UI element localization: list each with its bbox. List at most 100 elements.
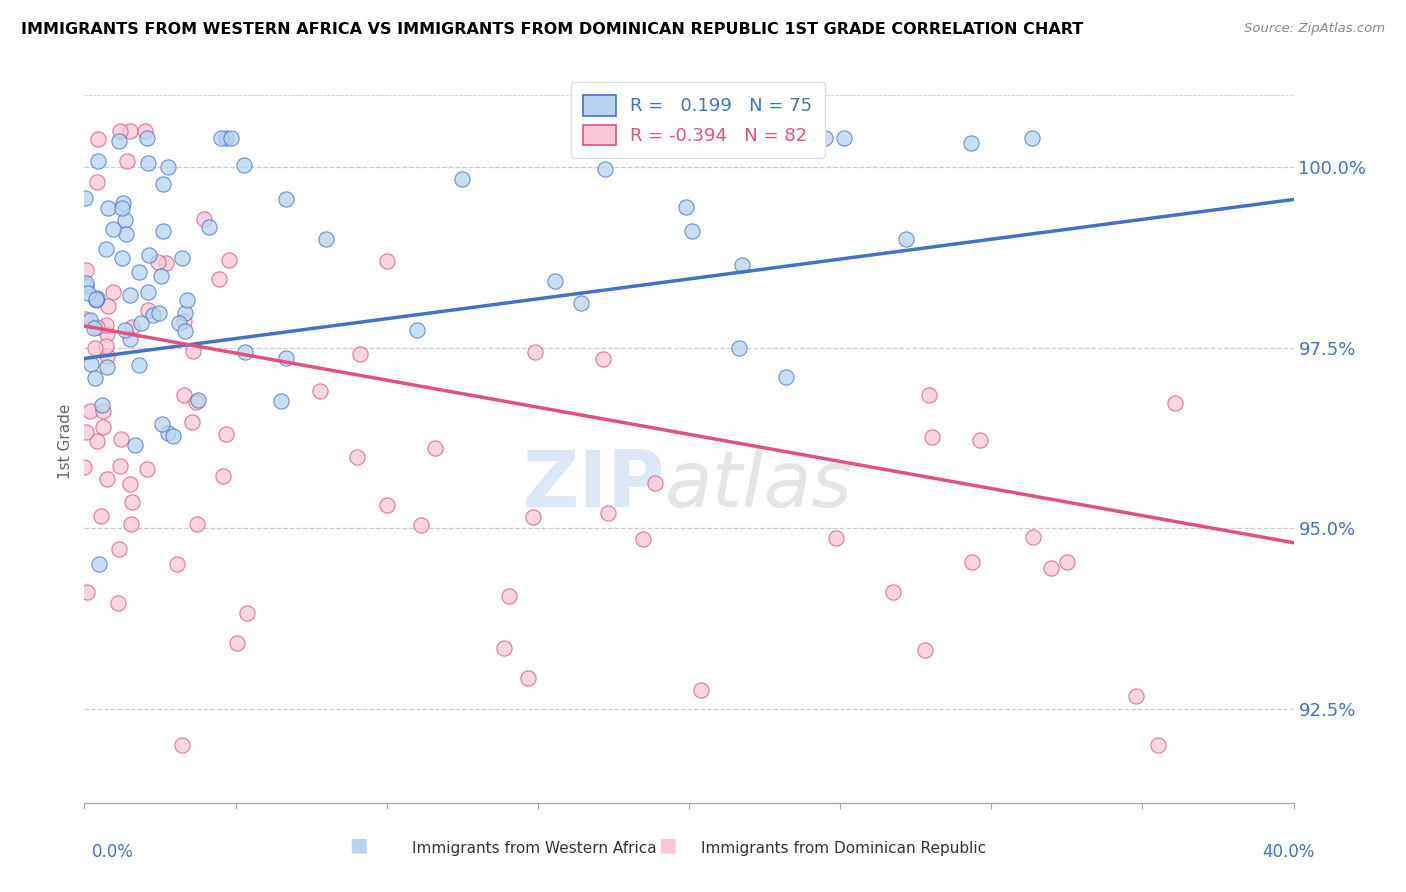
Point <box>129 316 152 330</box>
Point <box>75 279 97 293</box>
Point <box>409 517 432 532</box>
Point <box>814 131 837 145</box>
Point <box>152 177 174 191</box>
Point <box>233 344 256 359</box>
Text: atlas: atlas <box>665 447 852 523</box>
Point <box>84 371 107 385</box>
Point <box>959 136 981 150</box>
Point <box>83 321 105 335</box>
Point <box>882 585 904 599</box>
Point <box>918 388 941 402</box>
Point <box>1125 690 1147 704</box>
Point <box>118 477 141 491</box>
Point <box>75 312 97 326</box>
Legend: R =   0.199   N = 75, R = -0.394   N = 82: R = 0.199 N = 75, R = -0.394 N = 82 <box>571 82 825 158</box>
Point <box>138 248 160 262</box>
Point <box>226 636 249 650</box>
Point <box>84 293 107 307</box>
Point <box>110 459 132 474</box>
Point <box>176 293 198 307</box>
Text: Source: ZipAtlas.com: Source: ZipAtlas.com <box>1244 22 1385 36</box>
Point <box>86 291 108 305</box>
Point <box>96 349 118 363</box>
Point <box>544 274 567 288</box>
Point <box>135 131 157 145</box>
Point <box>187 392 209 407</box>
Point <box>96 326 118 341</box>
Point <box>631 533 654 547</box>
Point <box>181 344 204 359</box>
Point <box>960 555 983 569</box>
Point <box>75 263 97 277</box>
Point <box>84 293 107 307</box>
Point <box>524 344 547 359</box>
Point <box>406 323 429 337</box>
Point <box>138 156 160 170</box>
Point <box>96 360 118 375</box>
Point <box>121 319 143 334</box>
Point <box>824 531 846 545</box>
Point <box>1040 561 1063 575</box>
Point <box>215 427 238 442</box>
Point <box>1147 738 1170 752</box>
Point <box>675 200 697 214</box>
Point <box>1163 395 1185 409</box>
Point <box>110 124 132 138</box>
Point <box>522 510 544 524</box>
Point <box>91 403 114 417</box>
Point <box>219 131 242 145</box>
Point <box>689 683 711 698</box>
Text: ■: ■ <box>349 836 368 855</box>
Point <box>896 232 918 246</box>
Text: Immigrants from Dominican Republic: Immigrants from Dominican Republic <box>702 841 986 856</box>
Point <box>120 332 142 346</box>
Point <box>593 161 616 176</box>
Point <box>96 472 118 486</box>
Point <box>114 213 136 227</box>
Point <box>86 320 108 334</box>
Point <box>110 201 132 215</box>
Point <box>644 475 666 490</box>
Point <box>197 220 219 235</box>
Point <box>914 643 936 657</box>
Point <box>596 506 619 520</box>
Point <box>167 316 190 330</box>
Point <box>75 425 97 439</box>
Point <box>135 462 157 476</box>
Point <box>101 285 124 300</box>
Point <box>138 285 160 300</box>
Point <box>118 287 141 301</box>
Point <box>149 268 172 283</box>
Point <box>180 415 202 429</box>
Point <box>83 341 105 355</box>
Point <box>136 302 159 317</box>
Point <box>76 585 98 599</box>
Point <box>111 195 134 210</box>
Point <box>108 134 131 148</box>
Point <box>162 428 184 442</box>
Point <box>423 441 446 455</box>
Point <box>276 351 298 366</box>
Point <box>681 224 703 238</box>
Text: 40.0%: 40.0% <box>1263 843 1315 861</box>
Point <box>170 738 193 752</box>
Point <box>108 541 131 556</box>
Point <box>375 498 398 512</box>
Point <box>270 393 292 408</box>
Point <box>346 450 368 464</box>
Point <box>516 671 538 685</box>
Point <box>121 494 143 508</box>
Point <box>569 296 592 310</box>
Point <box>1021 131 1043 145</box>
Point <box>193 212 215 227</box>
Point <box>152 224 174 238</box>
Y-axis label: 1st Grade: 1st Grade <box>58 404 73 479</box>
Point <box>86 434 108 448</box>
Point <box>79 313 101 327</box>
Text: ZIP: ZIP <box>523 447 665 523</box>
Point <box>120 124 142 138</box>
Point <box>97 299 120 313</box>
Point <box>75 276 97 290</box>
Point <box>73 191 96 205</box>
Point <box>232 158 254 172</box>
